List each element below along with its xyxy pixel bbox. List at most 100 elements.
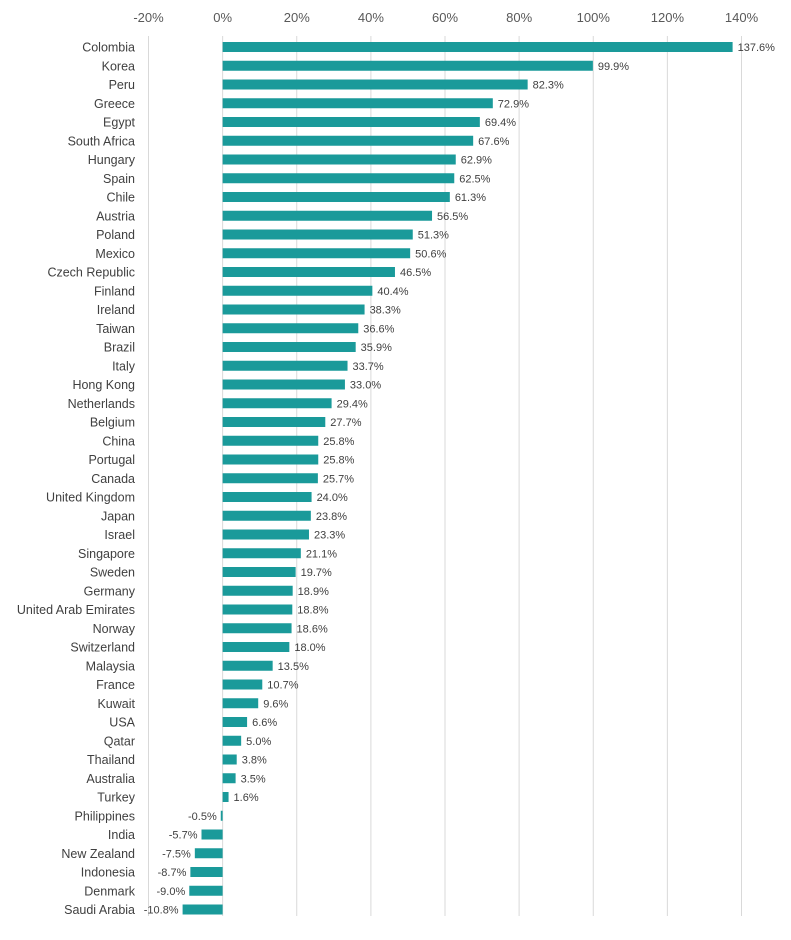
category-label: Mexico xyxy=(95,247,135,261)
bar xyxy=(222,342,356,352)
bar xyxy=(222,604,293,615)
bar xyxy=(182,904,223,915)
data-label: -9.0% xyxy=(157,886,186,898)
bar xyxy=(222,435,319,446)
data-label: 40.4% xyxy=(377,286,408,298)
data-label: 61.3% xyxy=(455,192,486,204)
category-label: Kuwait xyxy=(97,697,135,711)
data-label: 9.6% xyxy=(263,698,288,710)
bar xyxy=(222,717,248,727)
category-label: Ireland xyxy=(97,303,135,317)
bar xyxy=(222,42,733,52)
bar xyxy=(222,473,318,484)
data-label: -0.5% xyxy=(188,811,217,823)
bar xyxy=(222,398,332,409)
category-label: Brazil xyxy=(104,341,135,355)
x-tick-label: 80% xyxy=(506,10,532,25)
data-label: 72.9% xyxy=(498,98,529,110)
bar xyxy=(222,698,259,709)
bar xyxy=(222,623,292,634)
category-label: Hong Kong xyxy=(72,378,135,392)
category-label: Japan xyxy=(101,509,135,523)
bar xyxy=(190,867,223,877)
data-label: 18.0% xyxy=(294,642,325,654)
category-label: Singapore xyxy=(78,547,135,561)
data-label: -10.8% xyxy=(144,905,179,917)
x-tick-label: 120% xyxy=(651,10,685,25)
data-labels: 137.6% 99.9% 82.3% 72.9% 69.4% 67.6% 62.9% 62.5… xyxy=(144,42,775,917)
category-label: USA xyxy=(109,716,135,730)
data-label: 13.5% xyxy=(278,661,309,673)
category-label: Saudi Arabia xyxy=(64,903,135,917)
bars xyxy=(182,42,733,915)
data-label: 18.6% xyxy=(297,623,328,635)
bar xyxy=(222,285,373,296)
data-label: 23.3% xyxy=(314,530,345,542)
x-axis-ticks: -20% 0% 20% 40% 60% 80% 100% 120% 140% xyxy=(133,10,758,25)
category-label: Taiwan xyxy=(96,322,135,336)
category-label: Colombia xyxy=(82,41,135,55)
category-label: Peru xyxy=(109,78,135,92)
bar xyxy=(222,304,365,315)
x-tick-label: 100% xyxy=(577,10,611,25)
data-label: 3.5% xyxy=(241,773,266,785)
data-label: 56.5% xyxy=(437,211,468,223)
data-label: 10.7% xyxy=(267,680,298,692)
category-label: Finland xyxy=(94,284,135,298)
category-label: Thailand xyxy=(87,753,135,767)
bar xyxy=(222,773,236,784)
bar xyxy=(194,848,223,859)
category-label: Malaysia xyxy=(86,659,135,673)
bar xyxy=(201,829,223,840)
data-label: 33.0% xyxy=(350,380,381,392)
data-label: 62.5% xyxy=(459,173,490,185)
category-label: South Africa xyxy=(68,134,135,148)
category-label: Indonesia xyxy=(81,866,135,880)
x-tick-label: 0% xyxy=(213,10,232,25)
bar xyxy=(222,754,237,765)
bar xyxy=(222,173,455,184)
category-label: Australia xyxy=(86,772,135,786)
data-label: 51.3% xyxy=(418,230,449,242)
data-label: 82.3% xyxy=(533,80,564,92)
data-label: 3.8% xyxy=(242,755,267,767)
data-label: 38.3% xyxy=(370,305,401,317)
x-tick-label: 60% xyxy=(432,10,458,25)
bar xyxy=(222,417,326,427)
bar xyxy=(222,135,474,146)
category-label: Belgium xyxy=(90,416,135,430)
data-label: 67.6% xyxy=(478,136,509,148)
category-label: Norway xyxy=(93,622,136,636)
category-label: Egypt xyxy=(103,116,135,130)
category-label: Greece xyxy=(94,97,135,111)
category-label: France xyxy=(96,678,135,692)
bar xyxy=(222,679,263,690)
x-tick-label: 20% xyxy=(284,10,310,25)
data-label: -5.7% xyxy=(169,830,198,842)
category-label: Switzerland xyxy=(70,641,135,655)
bar xyxy=(222,492,312,502)
data-label: 62.9% xyxy=(461,155,492,167)
bar xyxy=(222,548,301,559)
bar xyxy=(222,642,290,652)
data-label: 6.6% xyxy=(252,717,277,729)
x-tick-label: -20% xyxy=(133,10,164,25)
bar xyxy=(222,323,359,334)
bar xyxy=(222,510,311,521)
category-label: Denmark xyxy=(84,884,135,898)
data-label: 33.7% xyxy=(353,361,384,373)
data-label: 35.9% xyxy=(361,342,392,354)
data-label: 25.8% xyxy=(323,455,354,467)
bar xyxy=(222,60,593,71)
data-label: 46.5% xyxy=(400,267,431,279)
data-label: 25.8% xyxy=(323,436,354,448)
data-label: 18.8% xyxy=(297,605,328,617)
category-label: Poland xyxy=(96,228,135,242)
bar xyxy=(222,229,413,240)
data-label: 29.4% xyxy=(337,398,368,410)
bar xyxy=(220,810,223,821)
bar xyxy=(222,567,296,577)
bar xyxy=(189,885,223,896)
